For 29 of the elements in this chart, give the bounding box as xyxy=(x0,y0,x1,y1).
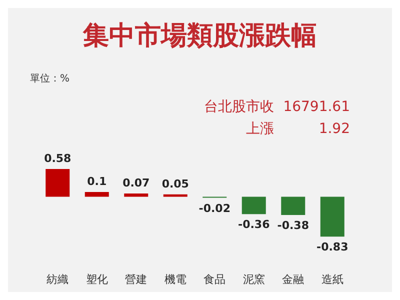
x-tick-label: 泥窯 xyxy=(242,273,265,286)
bar xyxy=(124,193,148,197)
text: 上漲 xyxy=(246,121,274,137)
data-label: -0.36 xyxy=(238,218,270,232)
bar xyxy=(281,196,306,216)
data-label: -0.38 xyxy=(277,219,309,232)
data-label: -0.02 xyxy=(198,202,230,215)
text: 台北股市收 xyxy=(204,99,274,115)
x-tick-label: 食品 xyxy=(204,273,226,286)
x-tick-label: 機電 xyxy=(164,273,186,286)
x-tick-label: 營建 xyxy=(125,273,148,286)
x-tick-label: 金融 xyxy=(282,273,304,286)
bar xyxy=(46,168,70,197)
bar xyxy=(242,196,266,214)
bar xyxy=(320,196,344,237)
text: 1.92 xyxy=(318,121,350,137)
data-label: 0.1 xyxy=(87,175,107,188)
x-tick-label: 造紙 xyxy=(321,273,344,286)
x-tick-label: 塑化 xyxy=(86,273,108,286)
text: 16791.61 xyxy=(283,99,350,115)
data-label: 0.07 xyxy=(122,176,150,190)
data-label: -0.83 xyxy=(316,240,348,254)
bar xyxy=(163,194,188,197)
x-tick-label: 紡織 xyxy=(46,273,69,286)
text: 單位：% xyxy=(30,72,70,84)
bar xyxy=(84,192,109,197)
data-label: 0.05 xyxy=(162,177,189,190)
chart-title: 集中市場類股漲跌幅 xyxy=(82,21,317,51)
data-label: 0.58 xyxy=(44,152,72,165)
